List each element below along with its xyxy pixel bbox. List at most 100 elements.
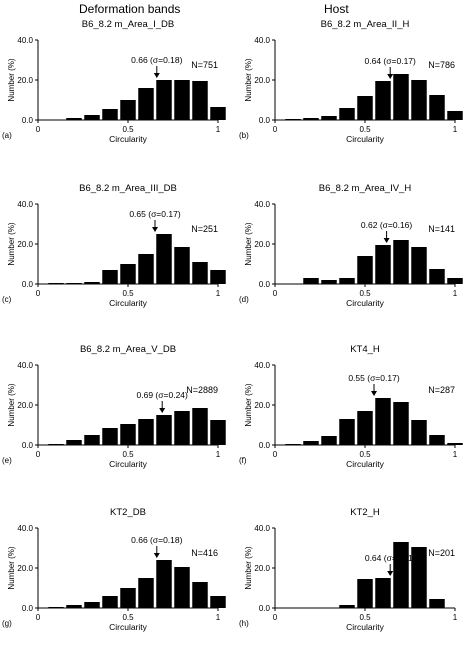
panel-label: (h) — [239, 619, 249, 628]
bar — [138, 419, 154, 445]
mean-annotation: 0.65 (σ=0.17) — [129, 209, 180, 219]
bar — [393, 542, 409, 608]
y-tick-label: 20.0 — [17, 76, 33, 85]
bar — [156, 234, 172, 284]
chart-title: KT2_DB — [110, 507, 146, 518]
bar — [339, 278, 355, 284]
bar — [375, 245, 391, 284]
bar — [357, 96, 373, 120]
y-tick-label: 0.0 — [22, 441, 34, 450]
annotation-arrowhead — [387, 74, 394, 79]
bar — [210, 107, 226, 120]
bar — [84, 435, 100, 445]
sample-count-label: N=416 — [191, 548, 218, 558]
bar — [210, 270, 226, 284]
y-tick-label: 40.0 — [254, 524, 270, 533]
y-axis-label: Number (%) — [7, 383, 16, 426]
column-header-host: Host — [324, 2, 349, 16]
y-axis-label: Number (%) — [7, 222, 16, 265]
y-tick-label: 20.0 — [254, 564, 270, 573]
y-axis-label: Number (%) — [244, 383, 253, 426]
histogram-panel-f: KT4_H 0.0 20.0 40.0 0 0.5 1 Circularity Number (… — [239, 344, 463, 469]
x-tick-label: 0.5 — [122, 450, 134, 459]
bar — [447, 443, 463, 445]
x-tick-label: 0 — [273, 613, 278, 622]
bar — [102, 596, 118, 608]
x-tick-label: 1 — [453, 450, 458, 459]
bar — [357, 411, 373, 445]
x-tick-label: 0.5 — [122, 613, 134, 622]
bar — [138, 88, 154, 120]
x-tick-label: 0.5 — [122, 289, 134, 298]
x-axis-label: Circularity — [346, 459, 385, 469]
y-tick-label: 20.0 — [254, 76, 270, 85]
y-tick-label: 40.0 — [254, 361, 270, 370]
annotation-arrowhead — [152, 227, 158, 232]
bar — [375, 81, 391, 120]
x-tick-label: 1 — [216, 125, 221, 134]
y-tick-label: 20.0 — [17, 564, 33, 573]
histogram-panel-d: B6_8.2 m_Area_IV_H 0.0 20.0 40.0 0 0.5 1 Circul… — [239, 183, 463, 308]
bar — [192, 262, 208, 284]
bar — [192, 582, 208, 608]
bar — [120, 424, 136, 445]
mean-annotation: 0.69 (σ=0.24) — [137, 390, 188, 400]
bar — [375, 578, 391, 608]
annotation-arrowhead — [153, 73, 160, 78]
annotation-arrowhead — [387, 571, 394, 576]
sample-count-label: N=287 — [428, 385, 455, 395]
x-tick-label: 0.5 — [359, 289, 371, 298]
y-tick-label: 40.0 — [17, 361, 33, 370]
x-axis-label: Circularity — [346, 622, 385, 632]
bar — [411, 80, 427, 120]
y-tick-label: 40.0 — [17, 524, 33, 533]
bar — [138, 578, 154, 608]
bar — [210, 420, 226, 445]
bar — [429, 435, 445, 445]
sample-count-label: N=251 — [191, 224, 218, 234]
histogram-panel-g: KT2_DB 0.0 20.0 40.0 0 0.5 1 Circularity Number … — [2, 507, 226, 632]
y-axis-label: Number (%) — [244, 222, 253, 265]
bar — [321, 280, 337, 284]
bar — [375, 398, 391, 445]
y-axis-label: Number (%) — [7, 546, 16, 589]
bar — [174, 567, 190, 608]
panel-label: (e) — [2, 456, 12, 465]
y-tick-label: 20.0 — [17, 240, 33, 249]
bar — [429, 95, 445, 120]
bar — [66, 440, 82, 445]
bar — [339, 605, 355, 608]
bar — [156, 80, 172, 120]
chart-title: KT2_H — [350, 507, 380, 518]
bar — [447, 278, 463, 284]
x-tick-label: 0.5 — [122, 125, 134, 134]
mean-annotation: 0.64 (σ=0.11) — [365, 553, 416, 563]
mean-annotation: 0.66 (σ=0.18) — [131, 535, 182, 545]
chart-title: B6_8.2 m_Area_I_DB — [82, 19, 174, 30]
bar — [84, 602, 100, 608]
panel-label: (d) — [239, 295, 249, 304]
bar — [321, 436, 337, 445]
bar — [210, 596, 226, 608]
panel-label: (c) — [2, 295, 12, 304]
y-tick-label: 40.0 — [17, 200, 33, 209]
bar — [303, 118, 319, 120]
x-axis-label: Circularity — [109, 134, 148, 144]
panel-label: (a) — [2, 131, 12, 140]
bar — [429, 269, 445, 284]
x-tick-label: 0.5 — [359, 450, 371, 459]
bar — [120, 264, 136, 284]
histogram-panel-c: B6_8.2 m_Area_III_DB 0.0 20.0 40.0 0 0.5 1 Circ… — [2, 183, 226, 308]
y-axis-label: Number (%) — [7, 58, 16, 101]
y-tick-label: 0.0 — [259, 280, 271, 289]
panel-label: (f) — [239, 456, 247, 465]
x-tick-label: 0 — [36, 125, 41, 134]
bar — [192, 81, 208, 120]
y-tick-label: 0.0 — [22, 280, 34, 289]
x-tick-label: 1 — [216, 450, 221, 459]
bar — [138, 254, 154, 284]
x-tick-label: 1 — [453, 613, 458, 622]
y-tick-label: 0.0 — [259, 116, 271, 125]
x-axis-label: Circularity — [109, 298, 148, 308]
y-tick-label: 0.0 — [22, 604, 34, 613]
